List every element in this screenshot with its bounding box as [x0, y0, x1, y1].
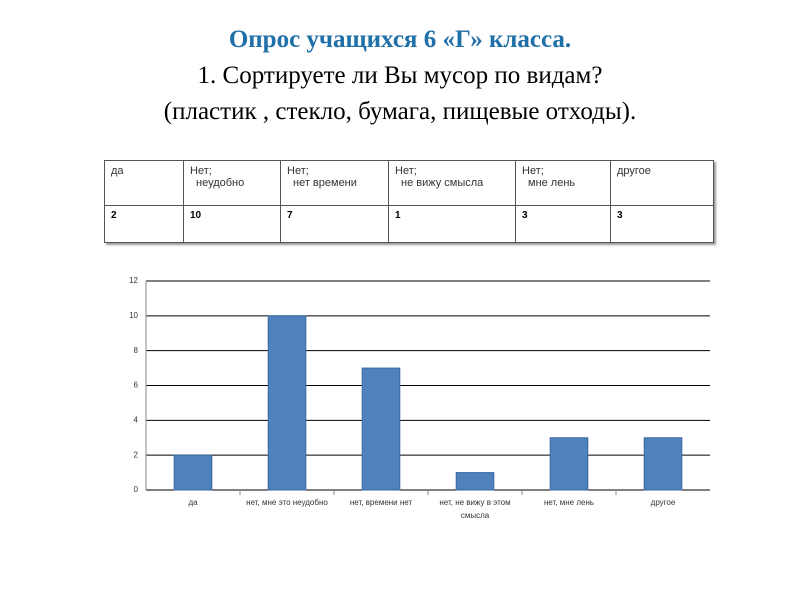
y-tick-label: 0 [134, 485, 139, 494]
header-text: неудобно [196, 177, 245, 189]
y-tick-label: 2 [134, 450, 139, 459]
bar [267, 315, 307, 491]
header-text: другое [617, 165, 651, 177]
bar [455, 472, 495, 491]
title-line: Опрос учащихся 6 «Г» класса. [228, 26, 572, 53]
x-tick-label: нет, мне лень [543, 498, 595, 507]
header-text: Нет; [190, 165, 212, 177]
header-cell: да [104, 160, 184, 206]
y-tick-label: 10 [129, 311, 138, 320]
header-cell: Нет; неудобно [183, 160, 281, 206]
header-cell: другое [610, 160, 714, 206]
data-cell: 3 [515, 205, 611, 243]
header-text: Нет; [287, 165, 309, 177]
header-text: мне лень [528, 177, 576, 189]
y-tick-label: 12 [129, 276, 138, 285]
x-tick-label: нет, не вижу в этом смысла [439, 498, 511, 520]
bar [173, 454, 213, 491]
header-text: не вижу смысла [401, 177, 484, 189]
data-cell: 1 [388, 205, 516, 243]
header-text: Нет; [395, 165, 417, 177]
title-line: (пластик , стекло, бумага, пищевые отход… [163, 98, 637, 125]
y-tick-label: 4 [134, 415, 139, 424]
y-tick-label: 6 [134, 381, 139, 390]
header-text: нет времени [293, 177, 357, 189]
bar [643, 437, 683, 491]
data-cell: 7 [280, 205, 389, 243]
header-text: да [111, 165, 124, 177]
bar [549, 437, 589, 491]
title: Опрос учащихся 6 «Г» класса. 1. Сортирует… [0, 22, 800, 130]
header-text: Нет; [522, 165, 544, 177]
table: да Нет; неудобно Нет; нет времени Нет; не вижу… [104, 160, 714, 243]
data-row: 2 10 7 1 3 3 [104, 205, 714, 243]
data-cell: 10 [183, 205, 281, 243]
data-cell: 3 [610, 205, 714, 243]
y-tick-label: 8 [134, 346, 139, 355]
header-cell: Нет; нет времени [280, 160, 389, 206]
x-tick-label: да [188, 498, 198, 507]
bar [361, 367, 401, 491]
header-cell: Нет; не вижу смысла [388, 160, 516, 206]
x-tick-label: другое [650, 498, 676, 507]
title-line: 1. Сортируете ли Вы мусор по видам? [197, 62, 603, 89]
x-tick-label: нет, мне это неудобно [246, 498, 328, 507]
data-cell: 2 [104, 205, 184, 243]
x-tick-label: нет, времени нет [349, 498, 413, 507]
